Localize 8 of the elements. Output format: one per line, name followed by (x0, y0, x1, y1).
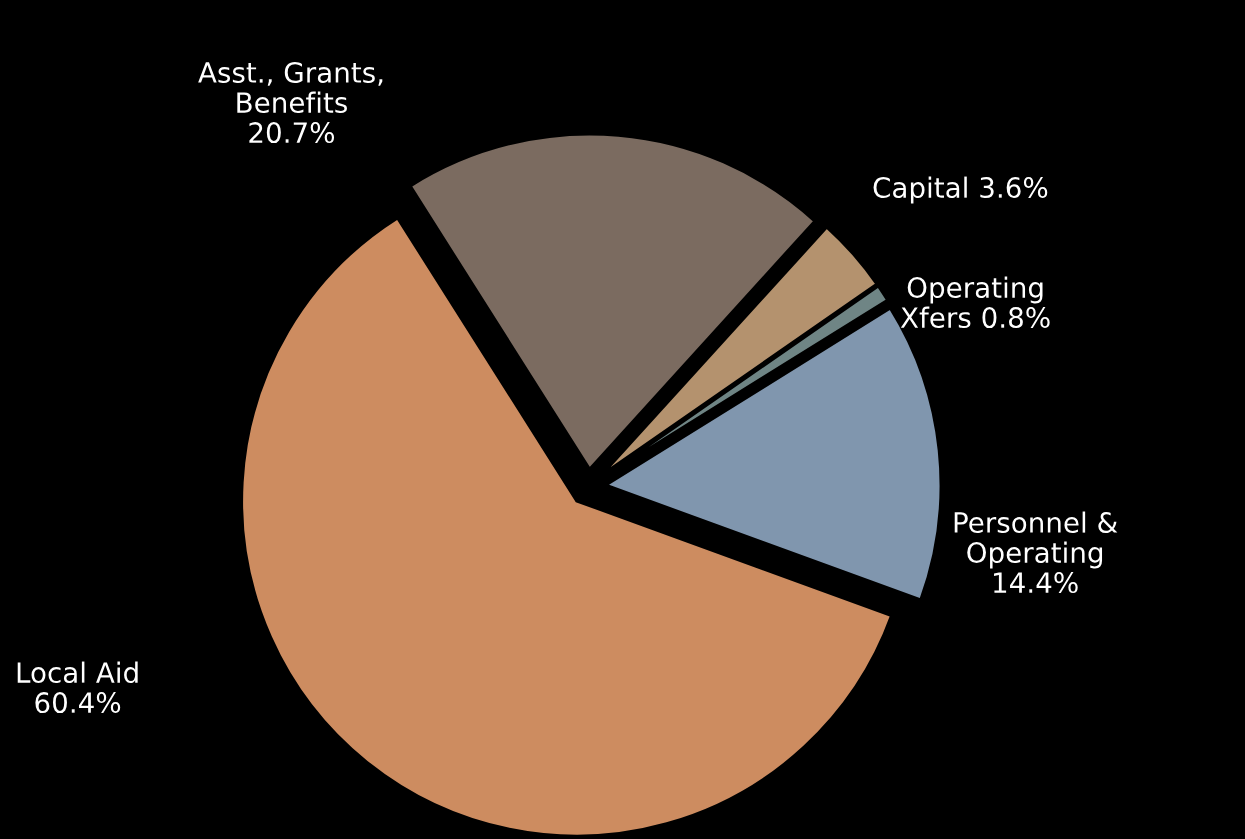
data-label: 60.4% (35, 692, 121, 714)
slice-label: Asst., Grants, Benefits (198, 62, 383, 114)
slice-label: Capital 3.6% (873, 176, 1048, 204)
data-label: 20.7% (249, 122, 335, 144)
slice-label: Operating Xfers 0.8% (900, 276, 1050, 329)
slice-label: Personnel & Operating (954, 511, 1118, 569)
slice-label: Local Aid (17, 661, 138, 684)
data-label: 14.4% (994, 572, 1078, 594)
